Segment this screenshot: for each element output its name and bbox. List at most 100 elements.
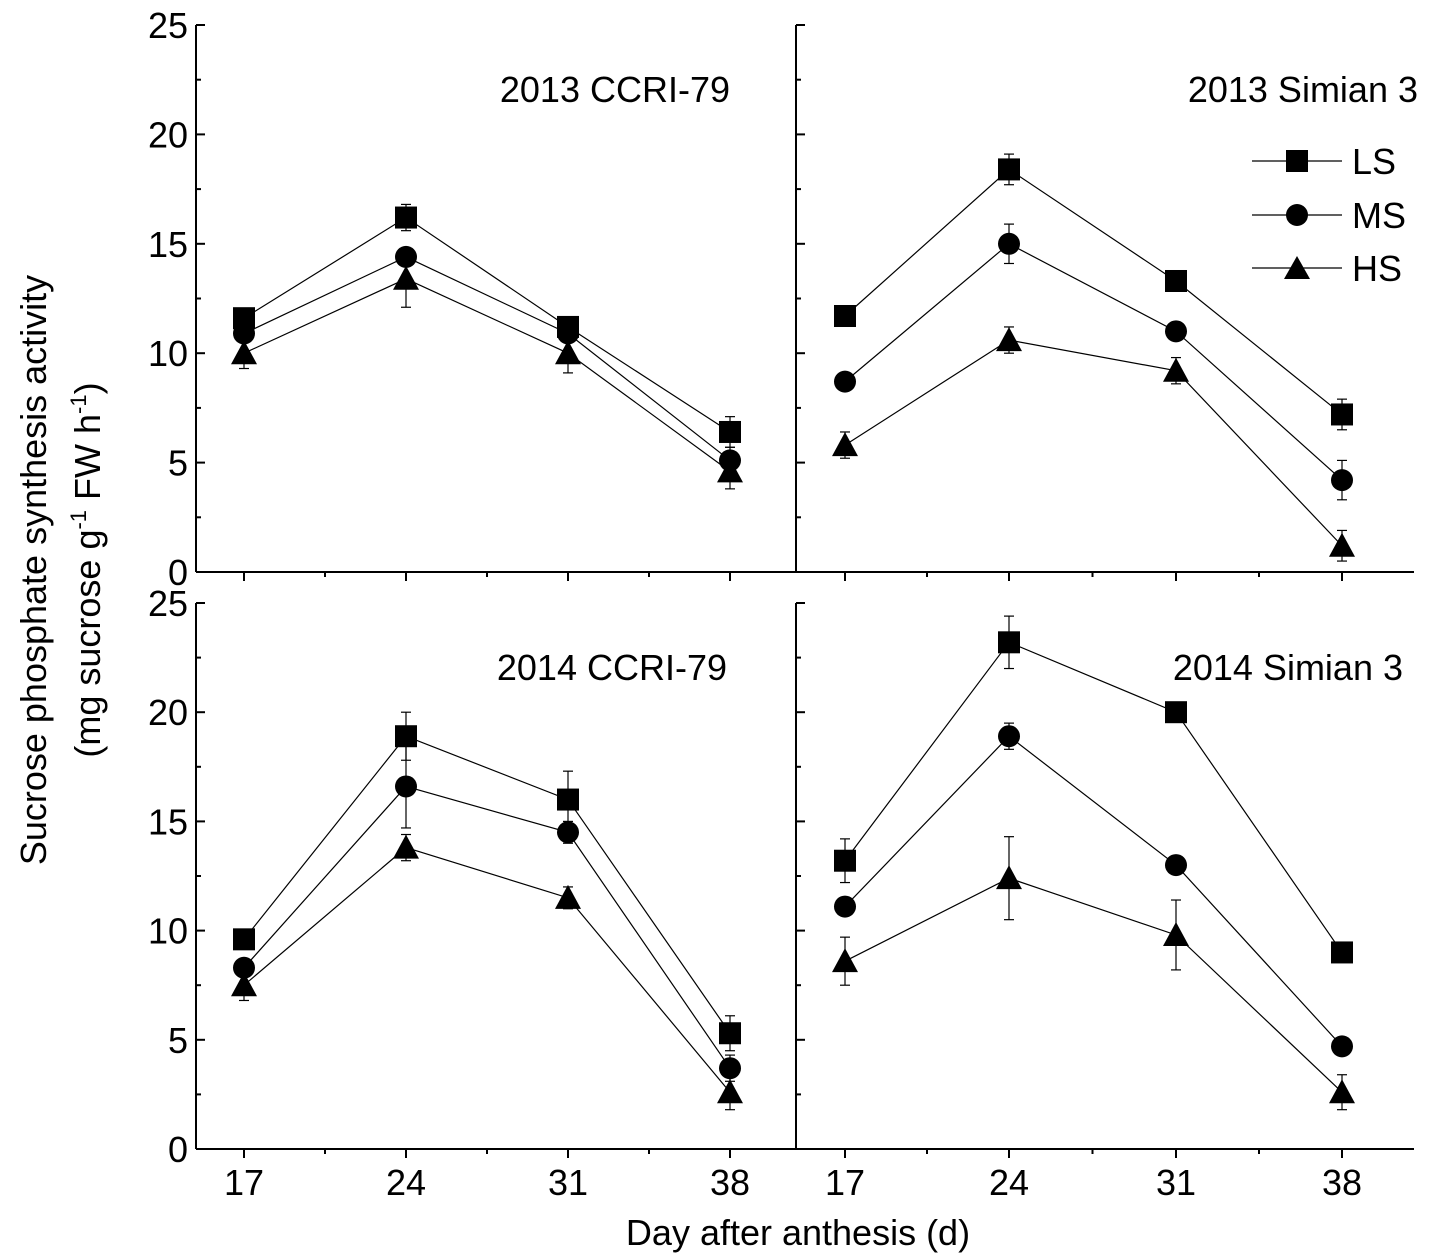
x-tick-label: 24: [386, 1162, 426, 1203]
data-point-ms: [233, 956, 255, 979]
plot-area: 0 5 10 15 20 25 2013 CCRI-79 2013 Simian 3 0 5 10 1…: [148, 5, 1418, 1203]
series-hs: [832, 836, 1355, 1111]
data-point-ls: [233, 307, 255, 330]
y-tick-label: 15: [148, 801, 188, 842]
data-point-hs: [231, 972, 257, 997]
x-tick-label: 31: [1156, 1162, 1196, 1203]
series-ms: [834, 722, 1353, 1058]
y-axis-title-part-c: FW h: [67, 414, 108, 510]
data-point-ls: [834, 305, 856, 328]
series-ms: [233, 744, 741, 1082]
legend: LS MS HS: [1252, 141, 1406, 289]
data-point-ms: [395, 775, 417, 798]
data-point-ms: [719, 1057, 741, 1080]
data-point-ms: [1165, 854, 1187, 877]
series-hs: [231, 249, 743, 490]
data-point-hs: [393, 834, 419, 859]
legend-marker-ls: [1286, 150, 1308, 172]
data-point-hs: [996, 865, 1022, 890]
data-point-hs: [555, 340, 581, 365]
x-tick-label: 24: [989, 1162, 1029, 1203]
data-point-ms: [1331, 1035, 1353, 1058]
data-point-ls: [998, 158, 1020, 181]
y-axis-title: Sucrose phosphate synthesis activity (mg…: [13, 275, 108, 865]
y-axis-title-part-a: (mg sucrose g: [67, 530, 108, 758]
series-ls: [233, 711, 741, 1052]
data-point-hs: [1329, 532, 1355, 557]
data-point-ls: [719, 1022, 741, 1045]
data-point-ms: [834, 895, 856, 918]
series-line-ls: [243, 216, 731, 433]
data-point-ls: [719, 420, 741, 443]
y-tick-label: 0: [168, 552, 188, 593]
panel-title: 2014 CCRI-79: [497, 647, 727, 688]
panel-2013-simian-3: 2013 Simian 3: [795, 24, 1418, 581]
legend-entry-ls: LS: [1252, 141, 1396, 182]
data-point-ls: [998, 631, 1020, 654]
y-tick-label: 10: [148, 333, 188, 374]
data-point-hs: [231, 340, 257, 365]
series-ls: [834, 153, 1353, 431]
data-point-ms: [998, 725, 1020, 748]
data-point-ms: [1331, 469, 1353, 492]
data-point-ms: [233, 322, 255, 345]
series-hs: [832, 326, 1355, 562]
data-point-hs: [1329, 1079, 1355, 1104]
data-point-ls: [1331, 941, 1353, 964]
x-tick-label: 17: [224, 1162, 264, 1203]
x-tick-label: 31: [548, 1162, 588, 1203]
panel-2014-simian-3: 17 24 31 38 2014 Simian 3: [795, 602, 1414, 1203]
legend-entry-hs: HS: [1252, 248, 1402, 289]
y-axis-title-sup-2: -1: [66, 394, 91, 414]
data-point-ls: [557, 788, 579, 811]
data-point-hs: [393, 265, 419, 290]
series-hs: [231, 833, 743, 1111]
data-point-ms: [557, 821, 579, 844]
legend-marker-ms: [1286, 204, 1308, 226]
legend-label-ls: LS: [1352, 141, 1396, 182]
y-tick-label: 25: [148, 583, 188, 624]
legend-label-ms: MS: [1352, 195, 1406, 236]
data-point-ls: [395, 725, 417, 748]
data-point-hs: [832, 432, 858, 457]
data-point-hs: [996, 327, 1022, 352]
data-point-ms: [1165, 320, 1187, 343]
legend-label-hs: HS: [1352, 248, 1402, 289]
series-line-ls: [844, 641, 1343, 953]
series-ls: [233, 203, 741, 448]
data-point-hs: [717, 1079, 743, 1104]
y-axis-title-sup-1: -1: [66, 510, 91, 530]
y-tick-label: 5: [168, 1020, 188, 1061]
x-tick-label: 17: [825, 1162, 865, 1203]
y-axis-title-line2: (mg sucrose g-1 FW h-1): [66, 382, 108, 757]
data-point-hs: [1163, 357, 1189, 382]
data-point-hs: [555, 884, 581, 909]
panel-title: 2013 CCRI-79: [500, 69, 730, 110]
series-line-hs: [243, 278, 731, 472]
data-point-hs: [1163, 921, 1189, 946]
data-point-ls: [1331, 403, 1353, 426]
y-tick-label: 20: [148, 114, 188, 155]
series-ls: [834, 615, 1353, 964]
data-point-ms: [834, 370, 856, 393]
series-line-ls: [243, 735, 731, 1034]
data-point-ls: [1165, 701, 1187, 724]
data-point-ls: [395, 206, 417, 229]
data-point-ms: [998, 232, 1020, 255]
y-axis-title-part-e: ): [67, 382, 108, 394]
x-axis-title: Day after anthesis (d): [626, 1212, 970, 1253]
panel-2014-ccri-79: 0 5 10 15 20 25 17 24 31 38 2014 CCRI-79: [148, 583, 796, 1203]
series-line-ms: [844, 243, 1343, 481]
series-ms: [233, 245, 741, 475]
series-line-ms: [243, 256, 731, 461]
series-line-ms: [243, 785, 731, 1069]
data-point-hs: [717, 458, 743, 483]
series-line-ls: [844, 168, 1343, 415]
series-line-hs: [243, 846, 731, 1093]
legend-entry-ms: MS: [1252, 195, 1406, 236]
panel-title: 2013 Simian 3: [1188, 69, 1418, 110]
series-line-hs: [844, 877, 1343, 1093]
panel-title: 2014 Simian 3: [1173, 647, 1403, 688]
y-tick-label: 20: [148, 692, 188, 733]
